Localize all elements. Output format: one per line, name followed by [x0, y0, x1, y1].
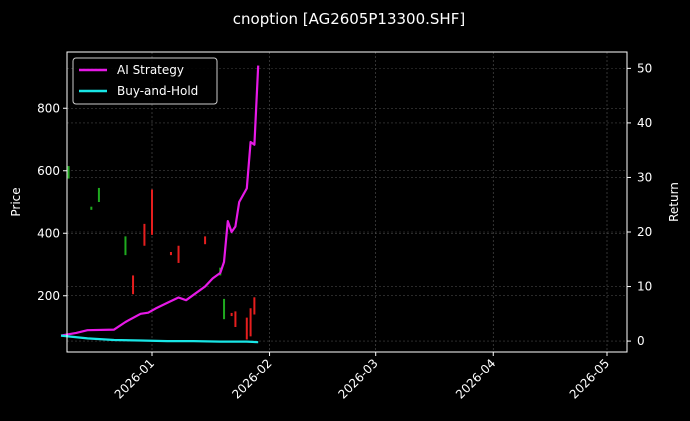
price-candle — [230, 312, 233, 317]
plot-frame — [66, 51, 628, 353]
right-y-axis: 0 10 20 30 40 50 — [627, 61, 652, 348]
right-tick-label: 40 — [637, 116, 652, 130]
return-series — [60, 65, 260, 344]
price-candle — [249, 308, 252, 337]
right-tick-label: 50 — [637, 61, 652, 75]
price-candle — [234, 311, 237, 327]
chart-title: cnoption [AG2605P13300.SHF] — [233, 10, 465, 28]
price-candle — [223, 298, 226, 320]
right-tick-label: 30 — [637, 170, 652, 184]
right-tick-label: 10 — [637, 280, 652, 294]
legend-label-ai-strategy: AI Strategy — [117, 63, 184, 77]
series-line-buy-and-hold — [60, 334, 259, 344]
legend: AI Strategy Buy-and-Hold — [72, 57, 218, 105]
left-tick-label: 200 — [37, 289, 60, 303]
left-tick-label: 600 — [37, 164, 60, 178]
price-candle — [124, 236, 127, 256]
price-candle — [177, 245, 180, 263]
right-tick-label: 20 — [637, 225, 652, 239]
price-candle — [169, 252, 172, 256]
series-line-ai-strategy — [60, 65, 260, 337]
left-tick-label: 400 — [37, 226, 60, 240]
price-candle — [204, 236, 207, 245]
price-candle — [151, 189, 153, 235]
left-tick-label: 800 — [37, 101, 60, 115]
price-candle — [132, 275, 135, 295]
left-y-axis: 200 400 600 800 — [37, 101, 67, 303]
right-axis-label: Return — [667, 182, 681, 222]
price-candle — [90, 206, 93, 210]
legend-box — [72, 57, 218, 105]
price-candle — [143, 223, 146, 246]
price-candle — [67, 166, 70, 179]
price-candle — [245, 317, 248, 340]
legend-label-buy-and-hold: Buy-and-Hold — [117, 84, 198, 98]
price-candle — [253, 297, 256, 315]
right-tick-label: 0 — [637, 334, 645, 348]
price-candle — [97, 187, 100, 202]
left-axis-label: Price — [9, 187, 23, 216]
